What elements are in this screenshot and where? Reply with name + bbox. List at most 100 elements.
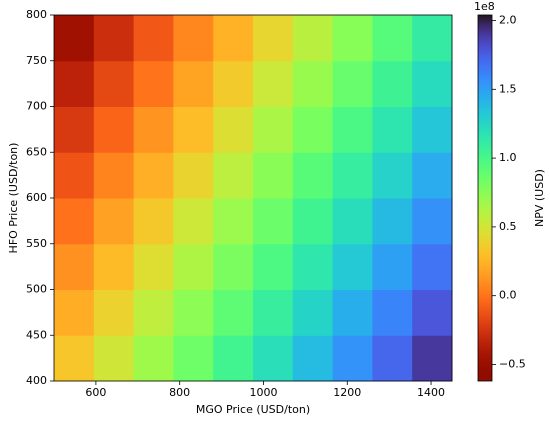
colorbar-tick-label: 2.0 (499, 14, 517, 27)
heat-cell (173, 60, 214, 107)
heat-cell (93, 335, 135, 382)
heat-cell (133, 289, 174, 336)
y-tick-label: 650 (26, 145, 47, 158)
heat-cell (253, 289, 294, 336)
heat-cell (93, 15, 135, 62)
heat-cell (412, 152, 453, 199)
colorbar (477, 14, 493, 382)
heat-cell (412, 60, 453, 107)
heat-cell (372, 106, 413, 153)
heat-cell (93, 60, 135, 107)
y-tick-label: 550 (26, 237, 47, 250)
heat-cell (412, 15, 453, 62)
colorbar-tick-label: 0.5 (499, 220, 517, 233)
heat-cell (54, 106, 95, 153)
heat-cell (54, 60, 95, 107)
heat-cell (412, 243, 453, 290)
heatmap (54, 15, 453, 382)
heat-cell (412, 289, 453, 336)
heat-cell (372, 289, 413, 336)
x-tick-label: 800 (169, 386, 190, 399)
heat-cell (332, 152, 373, 199)
heat-cell (292, 15, 334, 62)
heat-cell (292, 198, 334, 245)
heat-cell (133, 243, 174, 290)
x-tick-label: 1200 (333, 386, 361, 399)
y-tick-label: 750 (26, 54, 47, 67)
heat-cell (332, 15, 373, 62)
y-tick-label: 600 (26, 191, 47, 204)
heat-cell (173, 198, 214, 245)
heat-cell (213, 198, 254, 245)
y-axis-label: HFO Price (USD/ton) (7, 143, 20, 254)
heat-cell (332, 289, 373, 336)
colorbar-tick-label: 1.0 (499, 151, 517, 164)
y-tick-label: 400 (26, 374, 47, 387)
heat-cell (332, 335, 373, 382)
heat-cell (253, 15, 294, 62)
y-tick-label: 450 (26, 328, 47, 341)
heat-cell (173, 152, 214, 199)
x-tick-label: 600 (85, 386, 106, 399)
heat-cell (292, 243, 334, 290)
heat-cell (332, 106, 373, 153)
y-tick-label: 700 (26, 100, 47, 113)
heat-cell (133, 60, 174, 107)
heat-cell (253, 60, 294, 107)
heat-cell (292, 335, 334, 382)
y-tick-label: 500 (26, 283, 47, 296)
colorbar-tick-label: 1.5 (499, 82, 517, 95)
heat-cell (173, 289, 214, 336)
heat-cell (54, 152, 95, 199)
heat-cell (372, 15, 413, 62)
heat-cell (133, 198, 174, 245)
y-tick-label: 800 (26, 8, 47, 21)
heat-cell (93, 152, 135, 199)
heat-cell (54, 243, 95, 290)
heat-cell (173, 15, 214, 62)
heat-cell (54, 289, 95, 336)
heat-cell (93, 289, 135, 336)
heat-cell (173, 335, 214, 382)
heat-cell (54, 335, 95, 382)
colorbar-offset: 1e8 (474, 0, 495, 13)
heat-cell (253, 106, 294, 153)
x-axis-label: MGO Price (USD/ton) (196, 403, 310, 416)
heat-cell (213, 243, 254, 290)
heat-cell (213, 289, 254, 336)
heat-cell (173, 106, 214, 153)
heat-cell (133, 106, 174, 153)
heat-cell (412, 106, 453, 153)
heat-cell (292, 106, 334, 153)
heat-cell (253, 198, 294, 245)
heat-cell (133, 152, 174, 199)
heat-cell (213, 15, 254, 62)
x-tick-label: 1000 (249, 386, 277, 399)
heat-cell (332, 243, 373, 290)
x-tick-label: 1400 (417, 386, 445, 399)
heat-cell (93, 106, 135, 153)
heat-cell (292, 152, 334, 199)
heat-cell (332, 60, 373, 107)
heat-cell (213, 60, 254, 107)
heat-cell (253, 152, 294, 199)
heat-cell (332, 198, 373, 245)
heat-cell (253, 243, 294, 290)
colorbar-label: NPV (USD) (533, 169, 546, 227)
colorbar-tick-label: −0.5 (499, 357, 526, 370)
heat-cell (213, 152, 254, 199)
heat-cell (253, 335, 294, 382)
heat-cell (372, 198, 413, 245)
heat-cell (412, 198, 453, 245)
heat-cell (93, 243, 135, 290)
heat-cell (372, 243, 413, 290)
colorbar-tick-label: 0.0 (499, 289, 517, 302)
heat-cell (412, 335, 453, 382)
heat-cell (133, 335, 174, 382)
heat-cell (213, 335, 254, 382)
heat-cell (54, 15, 95, 62)
heat-cell (372, 60, 413, 107)
heat-cell (213, 106, 254, 153)
heat-cell (292, 289, 334, 336)
